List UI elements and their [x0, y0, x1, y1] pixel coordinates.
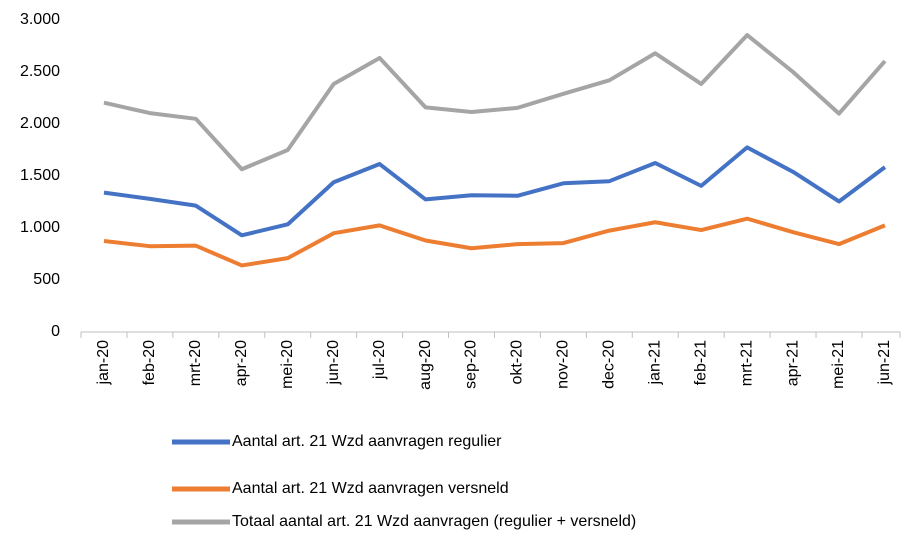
y-tick-label: 3.000 [20, 11, 60, 28]
x-tick-label: mei-21 [830, 340, 847, 389]
y-tick-label: 2.000 [20, 115, 60, 132]
legend-label: Aantal art. 21 Wzd aanvragen versneld [232, 480, 509, 497]
y-tick-label: 2.500 [20, 63, 60, 80]
legend-label: Aantal art. 21 Wzd aanvragen regulier [232, 433, 502, 450]
x-tick-label: apr-20 [233, 340, 250, 386]
x-tick-label: jan-21 [646, 340, 663, 386]
series-line [103, 145, 887, 238]
x-tick-label: mrt-21 [738, 340, 755, 386]
series-line [103, 33, 887, 172]
x-tick-label: mrt-20 [187, 340, 204, 386]
y-tick-label: 1.500 [20, 167, 60, 184]
x-tick-label: jun-20 [325, 340, 342, 386]
x-tick-label: apr-21 [784, 340, 801, 386]
x-tick-label: jun-21 [876, 340, 893, 386]
x-tick-label: sep-20 [463, 340, 480, 389]
x-tick-label: jan-20 [95, 340, 112, 386]
x-tick-label: okt-20 [509, 340, 526, 385]
x-tick-label: feb-20 [141, 340, 158, 385]
x-tick-label: feb-21 [692, 340, 709, 385]
x-tick-label: mei-20 [279, 340, 296, 389]
y-tick-label: 1.000 [20, 219, 60, 236]
x-tick-label: aug-20 [417, 340, 434, 390]
legend-label: Totaal aantal art. 21 Wzd aanvragen (reg… [232, 513, 636, 530]
x-tick-label: dec-20 [601, 340, 618, 389]
y-tick-label: 0 [51, 323, 60, 340]
x-tick-label: jul-20 [371, 340, 388, 380]
series-line [103, 216, 886, 268]
x-tick-label: nov-20 [555, 340, 572, 389]
y-tick-label: 500 [33, 271, 60, 288]
